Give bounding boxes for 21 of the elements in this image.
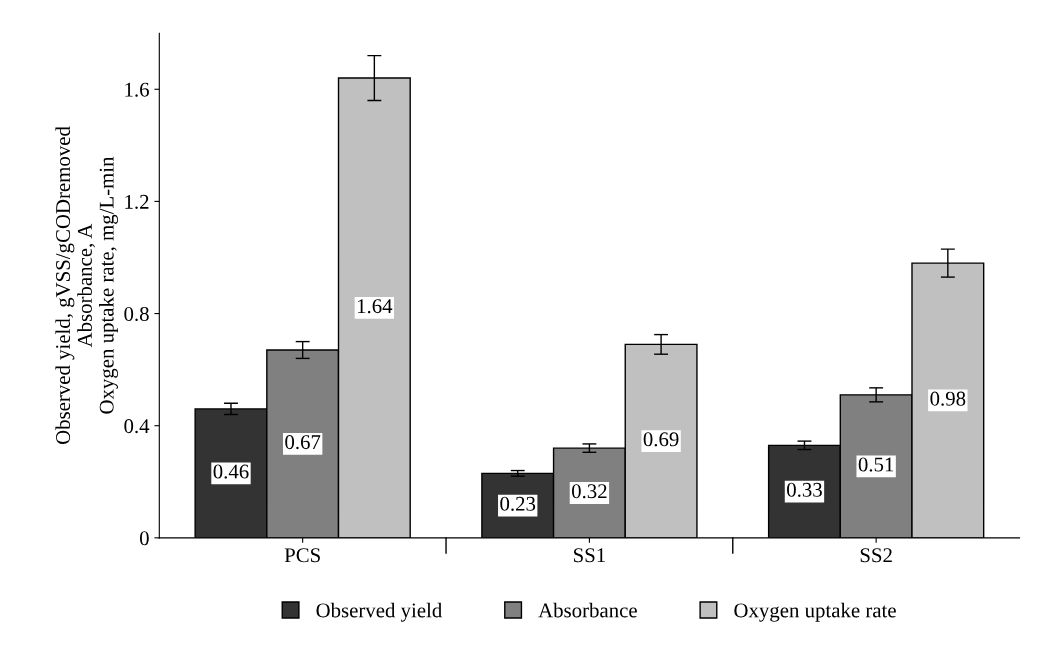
data-label: 0.23 [500, 496, 536, 511]
legend-label: Oxygen uptake rate [734, 602, 896, 622]
y-axis-title: Observed yield, gVSS/gCODremoved Absorbance, A Oxygen uptake rate, mg/L-min [55, 126, 118, 445]
data-label: 0.32 [571, 484, 607, 499]
data-label: 0.98 [930, 391, 966, 406]
data-label: 1.64 [357, 299, 393, 314]
data-label: 0.46 [213, 464, 249, 479]
data-label: 0.67 [285, 435, 321, 450]
legend-label: Absorbance [538, 602, 637, 618]
y-tick-label: 1.6 [125, 82, 149, 97]
legend-label: Observed yield [316, 602, 443, 622]
data-label: 0.69 [643, 432, 679, 447]
x-tick-label: SS2 [860, 548, 892, 563]
data-label: 0.51 [858, 457, 894, 472]
y-tick-label: 1.2 [125, 194, 149, 209]
x-tick-label: SS1 [574, 548, 605, 563]
y-tick-label: 0 [139, 531, 149, 546]
y-tick-label: 0.4 [124, 419, 150, 434]
data-label: 0.33 [787, 482, 822, 497]
x-tick-label: PCS [284, 548, 320, 563]
y-tick-label: 0.8 [124, 306, 149, 322]
